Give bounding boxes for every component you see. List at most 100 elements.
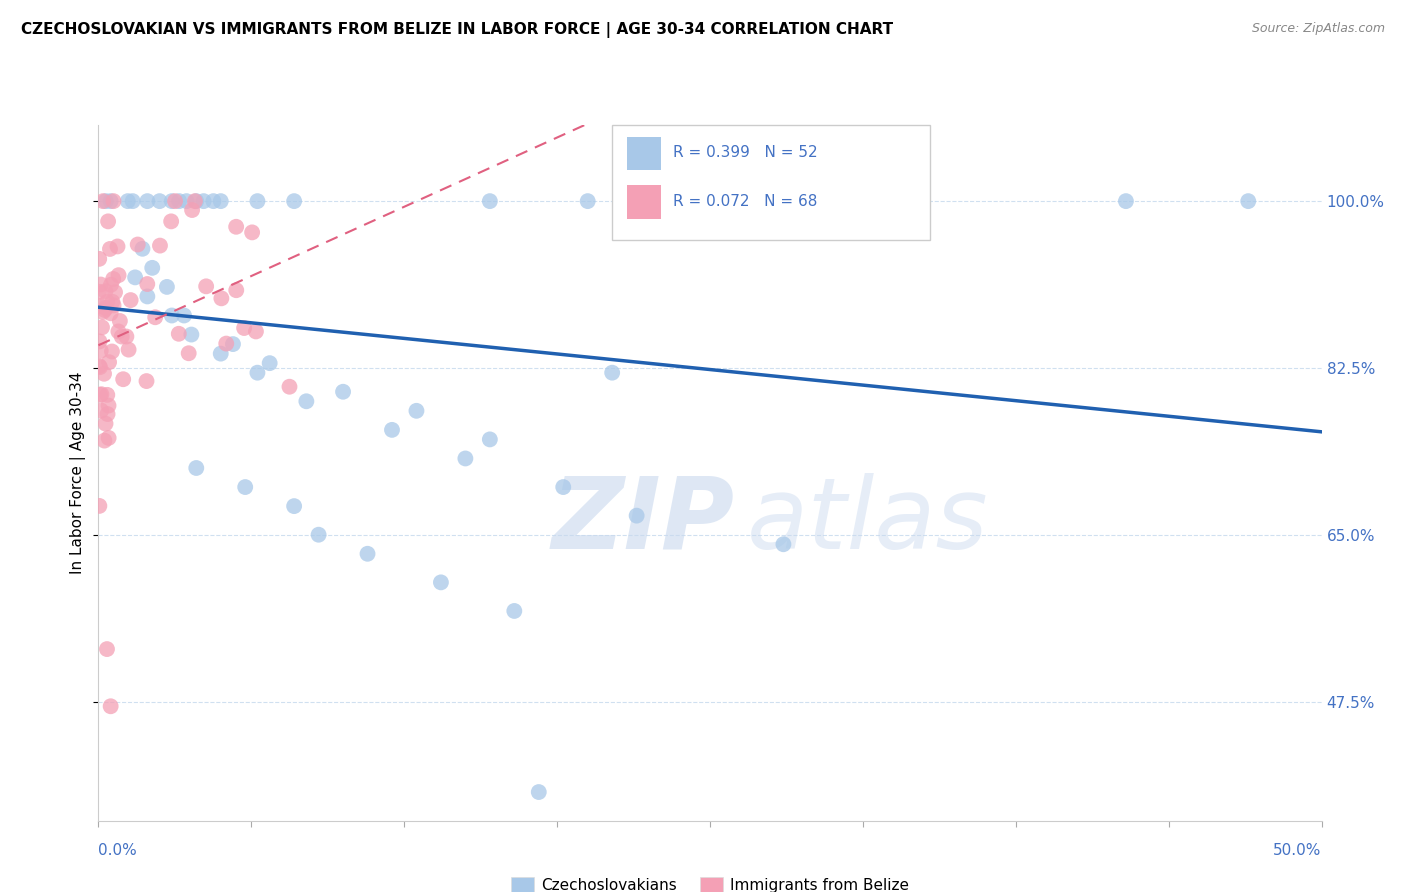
Point (167, 326, 190, 341)
Point (97, 399, 120, 413)
Y-axis label: In Labor Force | Age 30-34: In Labor Force | Age 30-34 (69, 371, 86, 574)
Point (160, 214, 183, 228)
Point (772, 537, 794, 551)
Point (136, 289, 159, 303)
Point (96, 388, 118, 402)
Point (89, 499, 111, 513)
Point (117, 343, 139, 357)
Point (143, 310, 166, 325)
Point (626, 508, 648, 523)
Point (100, 194, 122, 208)
Point (149, 238, 172, 252)
Point (478, 433, 501, 447)
Point (89, 299, 111, 313)
Point (308, 527, 330, 541)
Point (93, 367, 115, 381)
Point (356, 547, 378, 561)
Point (233, 480, 256, 494)
Point (135, 374, 157, 388)
Point (149, 194, 172, 208)
Point (101, 344, 124, 359)
Point (94, 301, 117, 315)
Point (173, 309, 195, 323)
Point (167, 194, 190, 208)
Point (1237, 194, 1260, 208)
Legend: Czechoslovakians, Immigrants from Belize: Czechoslovakians, Immigrants from Belize (510, 877, 910, 892)
Point (478, 194, 501, 208)
Point (160, 309, 183, 323)
Point (233, 321, 256, 335)
Point (259, 356, 281, 370)
Text: atlas: atlas (747, 473, 988, 570)
Point (160, 194, 183, 208)
Point (101, 294, 124, 309)
Bar (627, 186, 661, 219)
Point (103, 298, 125, 312)
Text: Source: ZipAtlas.com: Source: ZipAtlas.com (1251, 22, 1385, 36)
Point (165, 194, 187, 208)
Point (176, 194, 198, 208)
Point (91, 305, 114, 319)
Point (98, 242, 121, 256)
Point (186, 194, 208, 208)
Point (222, 337, 245, 351)
Point (89, 334, 111, 349)
Point (107, 325, 129, 339)
Point (870, 194, 893, 208)
FancyBboxPatch shape (612, 125, 931, 240)
Text: R = 0.072   N = 68: R = 0.072 N = 68 (673, 194, 818, 209)
Point (381, 423, 404, 437)
Point (181, 202, 204, 217)
Point (283, 194, 305, 208)
Point (136, 194, 159, 208)
Text: ZIP: ZIP (551, 473, 734, 570)
Point (576, 194, 599, 208)
Text: 50.0%: 50.0% (1274, 843, 1322, 858)
Point (240, 226, 263, 240)
Point (136, 277, 159, 291)
Point (225, 219, 247, 234)
Point (209, 346, 232, 360)
Point (90, 403, 112, 417)
Point (278, 380, 301, 394)
Point (120, 293, 142, 307)
Point (193, 194, 215, 208)
Point (96, 407, 118, 421)
Point (202, 194, 225, 208)
Point (180, 327, 202, 342)
Point (87, 285, 110, 299)
Point (91, 194, 114, 208)
Point (94, 417, 117, 431)
Point (107, 239, 129, 253)
Point (91, 320, 114, 334)
Point (332, 384, 354, 399)
Point (209, 291, 232, 305)
Point (184, 194, 207, 208)
Point (97, 214, 120, 228)
Point (195, 279, 218, 293)
Point (104, 285, 127, 300)
Point (124, 270, 146, 285)
Point (94, 285, 117, 299)
Point (98, 355, 121, 369)
Point (1115, 194, 1137, 208)
Point (246, 194, 269, 208)
Point (430, 575, 453, 590)
Point (100, 306, 122, 320)
Point (503, 604, 526, 618)
Point (115, 329, 138, 343)
Point (454, 451, 477, 466)
Point (156, 280, 179, 294)
Point (121, 194, 143, 208)
Text: R = 0.399   N = 52: R = 0.399 N = 52 (673, 145, 818, 161)
Point (107, 268, 129, 282)
Point (405, 404, 427, 418)
Text: CZECHOSLOVAKIAN VS IMMIGRANTS FROM BELIZE IN LABOR FORCE | AGE 30-34 CORRELATION: CZECHOSLOVAKIAN VS IMMIGRANTS FROM BELIZ… (21, 22, 893, 38)
Point (245, 325, 267, 339)
Text: 0.0%: 0.0% (98, 843, 138, 858)
Point (131, 242, 153, 256)
Point (283, 499, 305, 513)
Point (295, 394, 318, 409)
Point (97, 431, 120, 445)
Point (93, 434, 115, 448)
